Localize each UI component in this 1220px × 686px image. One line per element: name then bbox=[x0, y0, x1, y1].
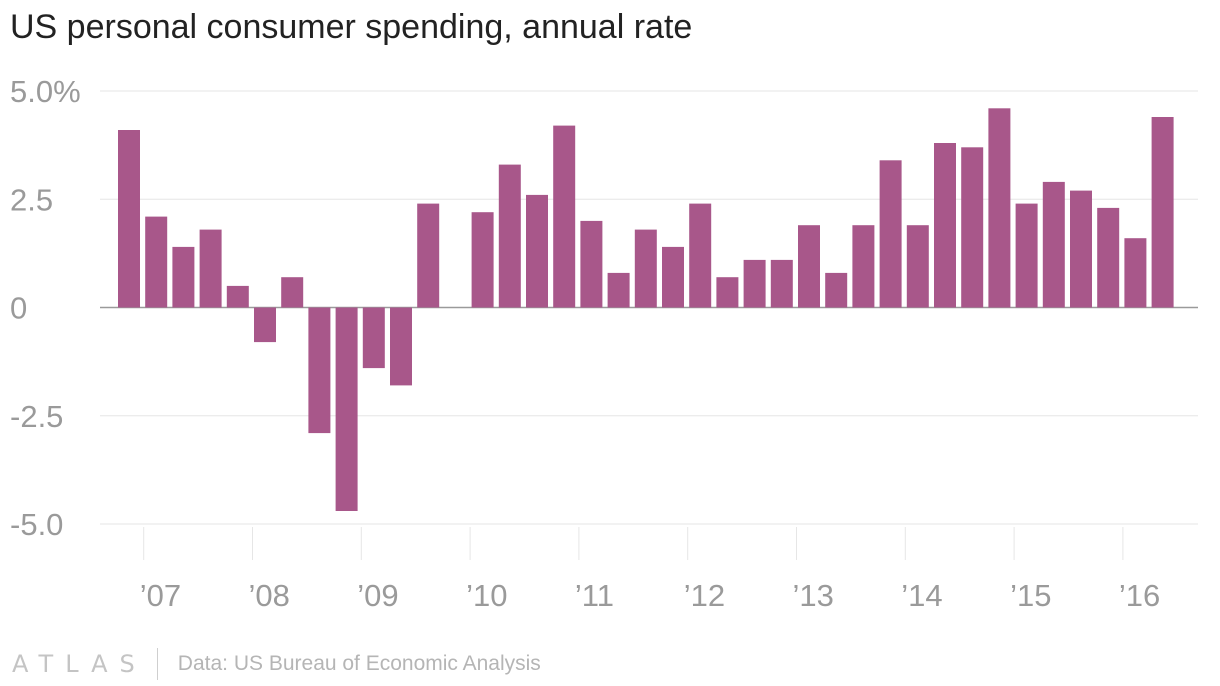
chart-title: US personal consumer spending, annual ra… bbox=[10, 8, 693, 46]
bar-2012-q2[interactable] bbox=[716, 277, 739, 308]
bar-2011-q4[interactable] bbox=[662, 246, 684, 308]
x-axis-ticks: ’07 ’08 ’09 ’10 ’11 ’12 ’13 ’14 ’15 ’16 bbox=[140, 527, 1160, 613]
bar-chart: 5.0% 2.5 0 -2.5 -5.0 ’07 ’08 ’09 ’10 ’11 ’12 ’13 ’1… bbox=[10, 74, 1198, 613]
bar-2006-q4[interactable] bbox=[118, 130, 140, 308]
x-tick-label: ’13 bbox=[793, 578, 834, 613]
x-tick-label: ’14 bbox=[901, 578, 942, 613]
bar-2008-q1[interactable] bbox=[254, 307, 276, 343]
bar-2015-q4[interactable] bbox=[1097, 207, 1120, 308]
bar-2012-q3[interactable] bbox=[743, 259, 766, 308]
bar-2014-q1[interactable] bbox=[906, 225, 929, 308]
atlas-logo[interactable]: ATLAS bbox=[12, 650, 147, 678]
bar-2010-q3[interactable] bbox=[526, 194, 548, 308]
bar-2015-q2[interactable] bbox=[1042, 181, 1065, 308]
bar-2009-q1[interactable] bbox=[362, 307, 385, 369]
bar-2010-q2[interactable] bbox=[498, 164, 521, 308]
bar-2009-q2[interactable] bbox=[390, 307, 412, 386]
bar-2008-q4[interactable] bbox=[335, 307, 358, 512]
bar-2009-q3[interactable] bbox=[417, 203, 440, 308]
bar-2008-q3[interactable] bbox=[308, 307, 331, 434]
footer-divider bbox=[156, 648, 158, 680]
bar-2007-q3[interactable] bbox=[199, 229, 222, 308]
x-tick-label: ’09 bbox=[357, 578, 398, 613]
bar-2010-q1[interactable] bbox=[471, 212, 494, 308]
y-tick-label: -2.5 bbox=[10, 399, 63, 434]
bar-2012-q1[interactable] bbox=[689, 203, 712, 308]
bar-2015-q3[interactable] bbox=[1070, 190, 1092, 308]
x-tick-label: ’08 bbox=[249, 578, 290, 613]
bar-2007-q2[interactable] bbox=[172, 246, 195, 308]
bar-2007-q4[interactable] bbox=[226, 285, 249, 308]
bar-2013-q4[interactable] bbox=[879, 160, 902, 308]
y-tick-label: 2.5 bbox=[10, 182, 53, 217]
y-tick-label: 5.0% bbox=[10, 74, 81, 109]
x-tick-label: ’10 bbox=[466, 578, 507, 613]
bar-2013-q1[interactable] bbox=[798, 225, 820, 308]
bar-2016-q1[interactable] bbox=[1124, 238, 1147, 308]
y-tick-label: -5.0 bbox=[10, 507, 63, 542]
x-tick-label: ’11 bbox=[575, 578, 614, 613]
bar-2013-q2[interactable] bbox=[825, 272, 848, 308]
bars bbox=[118, 108, 1174, 511]
footer: ATLAS Data: US Bureau of Economic Analys… bbox=[12, 648, 541, 680]
bar-2012-q4[interactable] bbox=[770, 259, 793, 308]
bar-2013-q3[interactable] bbox=[852, 225, 875, 308]
x-tick-label: ’15 bbox=[1010, 578, 1051, 613]
x-tick-label: ’12 bbox=[684, 578, 725, 613]
x-tick-label: ’07 bbox=[140, 578, 181, 613]
y-tick-label: 0 bbox=[10, 291, 27, 326]
source-note: Data: US Bureau of Economic Analysis bbox=[177, 652, 541, 675]
bar-2014-q4[interactable] bbox=[988, 108, 1011, 308]
bar-2014-q3[interactable] bbox=[961, 147, 984, 308]
bar-2007-q1[interactable] bbox=[145, 216, 168, 308]
bar-2010-q4[interactable] bbox=[553, 125, 576, 308]
bar-2016-q2[interactable] bbox=[1151, 117, 1174, 308]
y-axis-ticks: 5.0% 2.5 0 -2.5 -5.0 bbox=[10, 74, 81, 542]
bar-2008-q2[interactable] bbox=[281, 277, 304, 308]
bar-2014-q2[interactable] bbox=[934, 143, 956, 308]
bar-2011-q1[interactable] bbox=[580, 220, 603, 308]
bar-2011-q3[interactable] bbox=[634, 229, 657, 308]
grid-layer bbox=[100, 90, 1198, 525]
bar-2015-q1[interactable] bbox=[1015, 203, 1038, 308]
bar-2011-q2[interactable] bbox=[607, 272, 630, 308]
x-tick-label: ’16 bbox=[1119, 578, 1160, 613]
